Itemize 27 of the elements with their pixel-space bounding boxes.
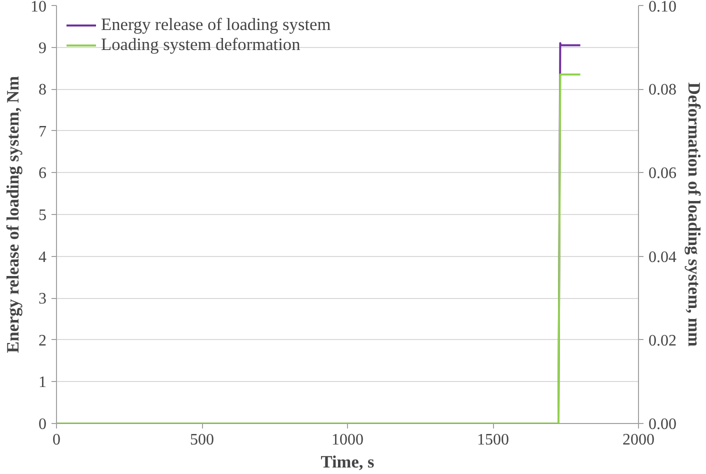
- y-tick-label: 3: [38, 290, 46, 308]
- y-axis-title: Energy release of loading system, Nm: [4, 75, 22, 353]
- y2-axis-title: Deformation of loading system, mm: [684, 82, 704, 348]
- y2-tick-label: 0.06: [648, 165, 676, 182]
- y-tick-label: 2: [38, 332, 46, 350]
- x-tick-label: 2000: [622, 432, 654, 448]
- legend-label: Energy release of loading system: [101, 15, 331, 35]
- y-tick-label: 10: [30, 0, 46, 16]
- x-tick-label: 1500: [477, 432, 509, 448]
- y2-tick-label: 0.02: [648, 332, 676, 350]
- y-tick-label: 8: [38, 82, 46, 99]
- x-tick-label: 0: [52, 432, 60, 448]
- x-axis-title: Time, s: [320, 452, 375, 472]
- y-tick-label: 0: [38, 416, 46, 433]
- y-tick-label: 6: [38, 165, 46, 182]
- y2-tick-label: 0.04: [648, 248, 676, 266]
- y-tick-label: 4: [38, 248, 46, 266]
- y2-tick-label: 0.00: [648, 416, 676, 433]
- y-tick-label: 1: [38, 374, 46, 392]
- x-tick-label: 500: [190, 432, 214, 448]
- y-tick-label: 9: [38, 40, 46, 57]
- y-tick-label: 5: [38, 207, 46, 224]
- y2-tick-label: 0.10: [648, 0, 676, 16]
- legend-label: Loading system deformation: [101, 35, 300, 55]
- y-tick-label: 7: [38, 123, 46, 140]
- x-tick-label: 1000: [332, 432, 364, 448]
- y2-tick-label: 0.08: [648, 82, 676, 99]
